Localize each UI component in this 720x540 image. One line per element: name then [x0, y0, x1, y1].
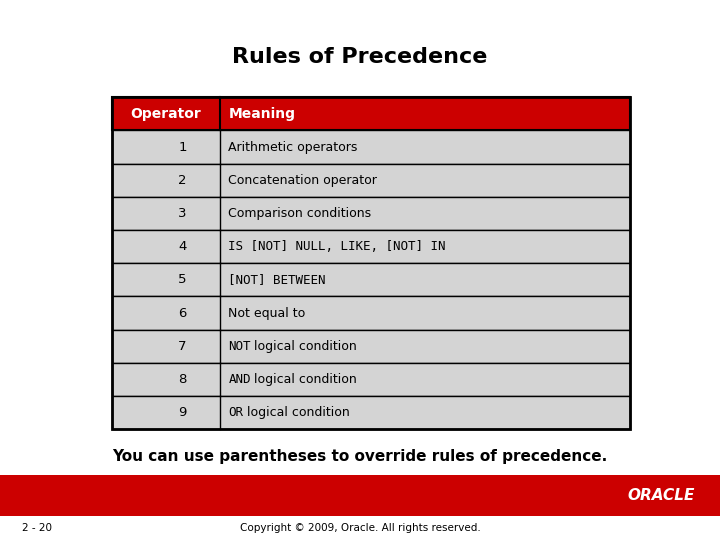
Text: Not equal to: Not equal to	[228, 307, 306, 320]
Bar	[112, 296, 630, 329]
Text: Meaning: Meaning	[228, 107, 295, 121]
Bar	[112, 97, 630, 429]
Text: 3: 3	[178, 207, 186, 220]
Text: Copyright © 2009, Oracle. All rights reserved.: Copyright © 2009, Oracle. All rights res…	[240, 523, 480, 533]
Bar	[112, 396, 630, 429]
Text: Concatenation operator: Concatenation operator	[228, 174, 377, 187]
Text: logical condition: logical condition	[243, 406, 350, 419]
Text: Comparison conditions: Comparison conditions	[228, 207, 372, 220]
Text: Arithmetic operators: Arithmetic operators	[228, 140, 358, 153]
Text: You can use parentheses to override rules of precedence.: You can use parentheses to override rule…	[112, 449, 608, 464]
Text: logical condition: logical condition	[250, 340, 357, 353]
Text: OR: OR	[228, 406, 243, 419]
Text: NOT: NOT	[228, 340, 251, 353]
Text: 6: 6	[178, 307, 186, 320]
Text: IS [NOT] NULL, LIKE, [NOT] IN: IS [NOT] NULL, LIKE, [NOT] IN	[228, 240, 446, 253]
Text: ORACLE: ORACLE	[627, 488, 695, 503]
Text: 9: 9	[178, 406, 186, 419]
Bar	[0, 475, 720, 516]
Bar	[112, 363, 630, 396]
Bar	[112, 197, 630, 230]
Text: 4: 4	[178, 240, 186, 253]
Text: 8: 8	[178, 373, 186, 386]
Bar	[112, 131, 630, 164]
Text: 1: 1	[178, 140, 186, 153]
Text: 2 - 20: 2 - 20	[22, 523, 52, 533]
Text: [NOT] BETWEEN: [NOT] BETWEEN	[228, 273, 326, 286]
Text: AND: AND	[228, 373, 251, 386]
Bar	[112, 97, 630, 131]
Text: 7: 7	[178, 340, 186, 353]
Bar	[112, 264, 630, 296]
Text: logical condition: logical condition	[250, 373, 357, 386]
Bar	[112, 164, 630, 197]
Bar	[112, 329, 630, 363]
Text: Rules of Precedence: Rules of Precedence	[233, 46, 487, 67]
Text: 5: 5	[178, 273, 186, 286]
Text: 2: 2	[178, 174, 186, 187]
Bar	[112, 230, 630, 263]
Text: Operator: Operator	[130, 107, 202, 121]
